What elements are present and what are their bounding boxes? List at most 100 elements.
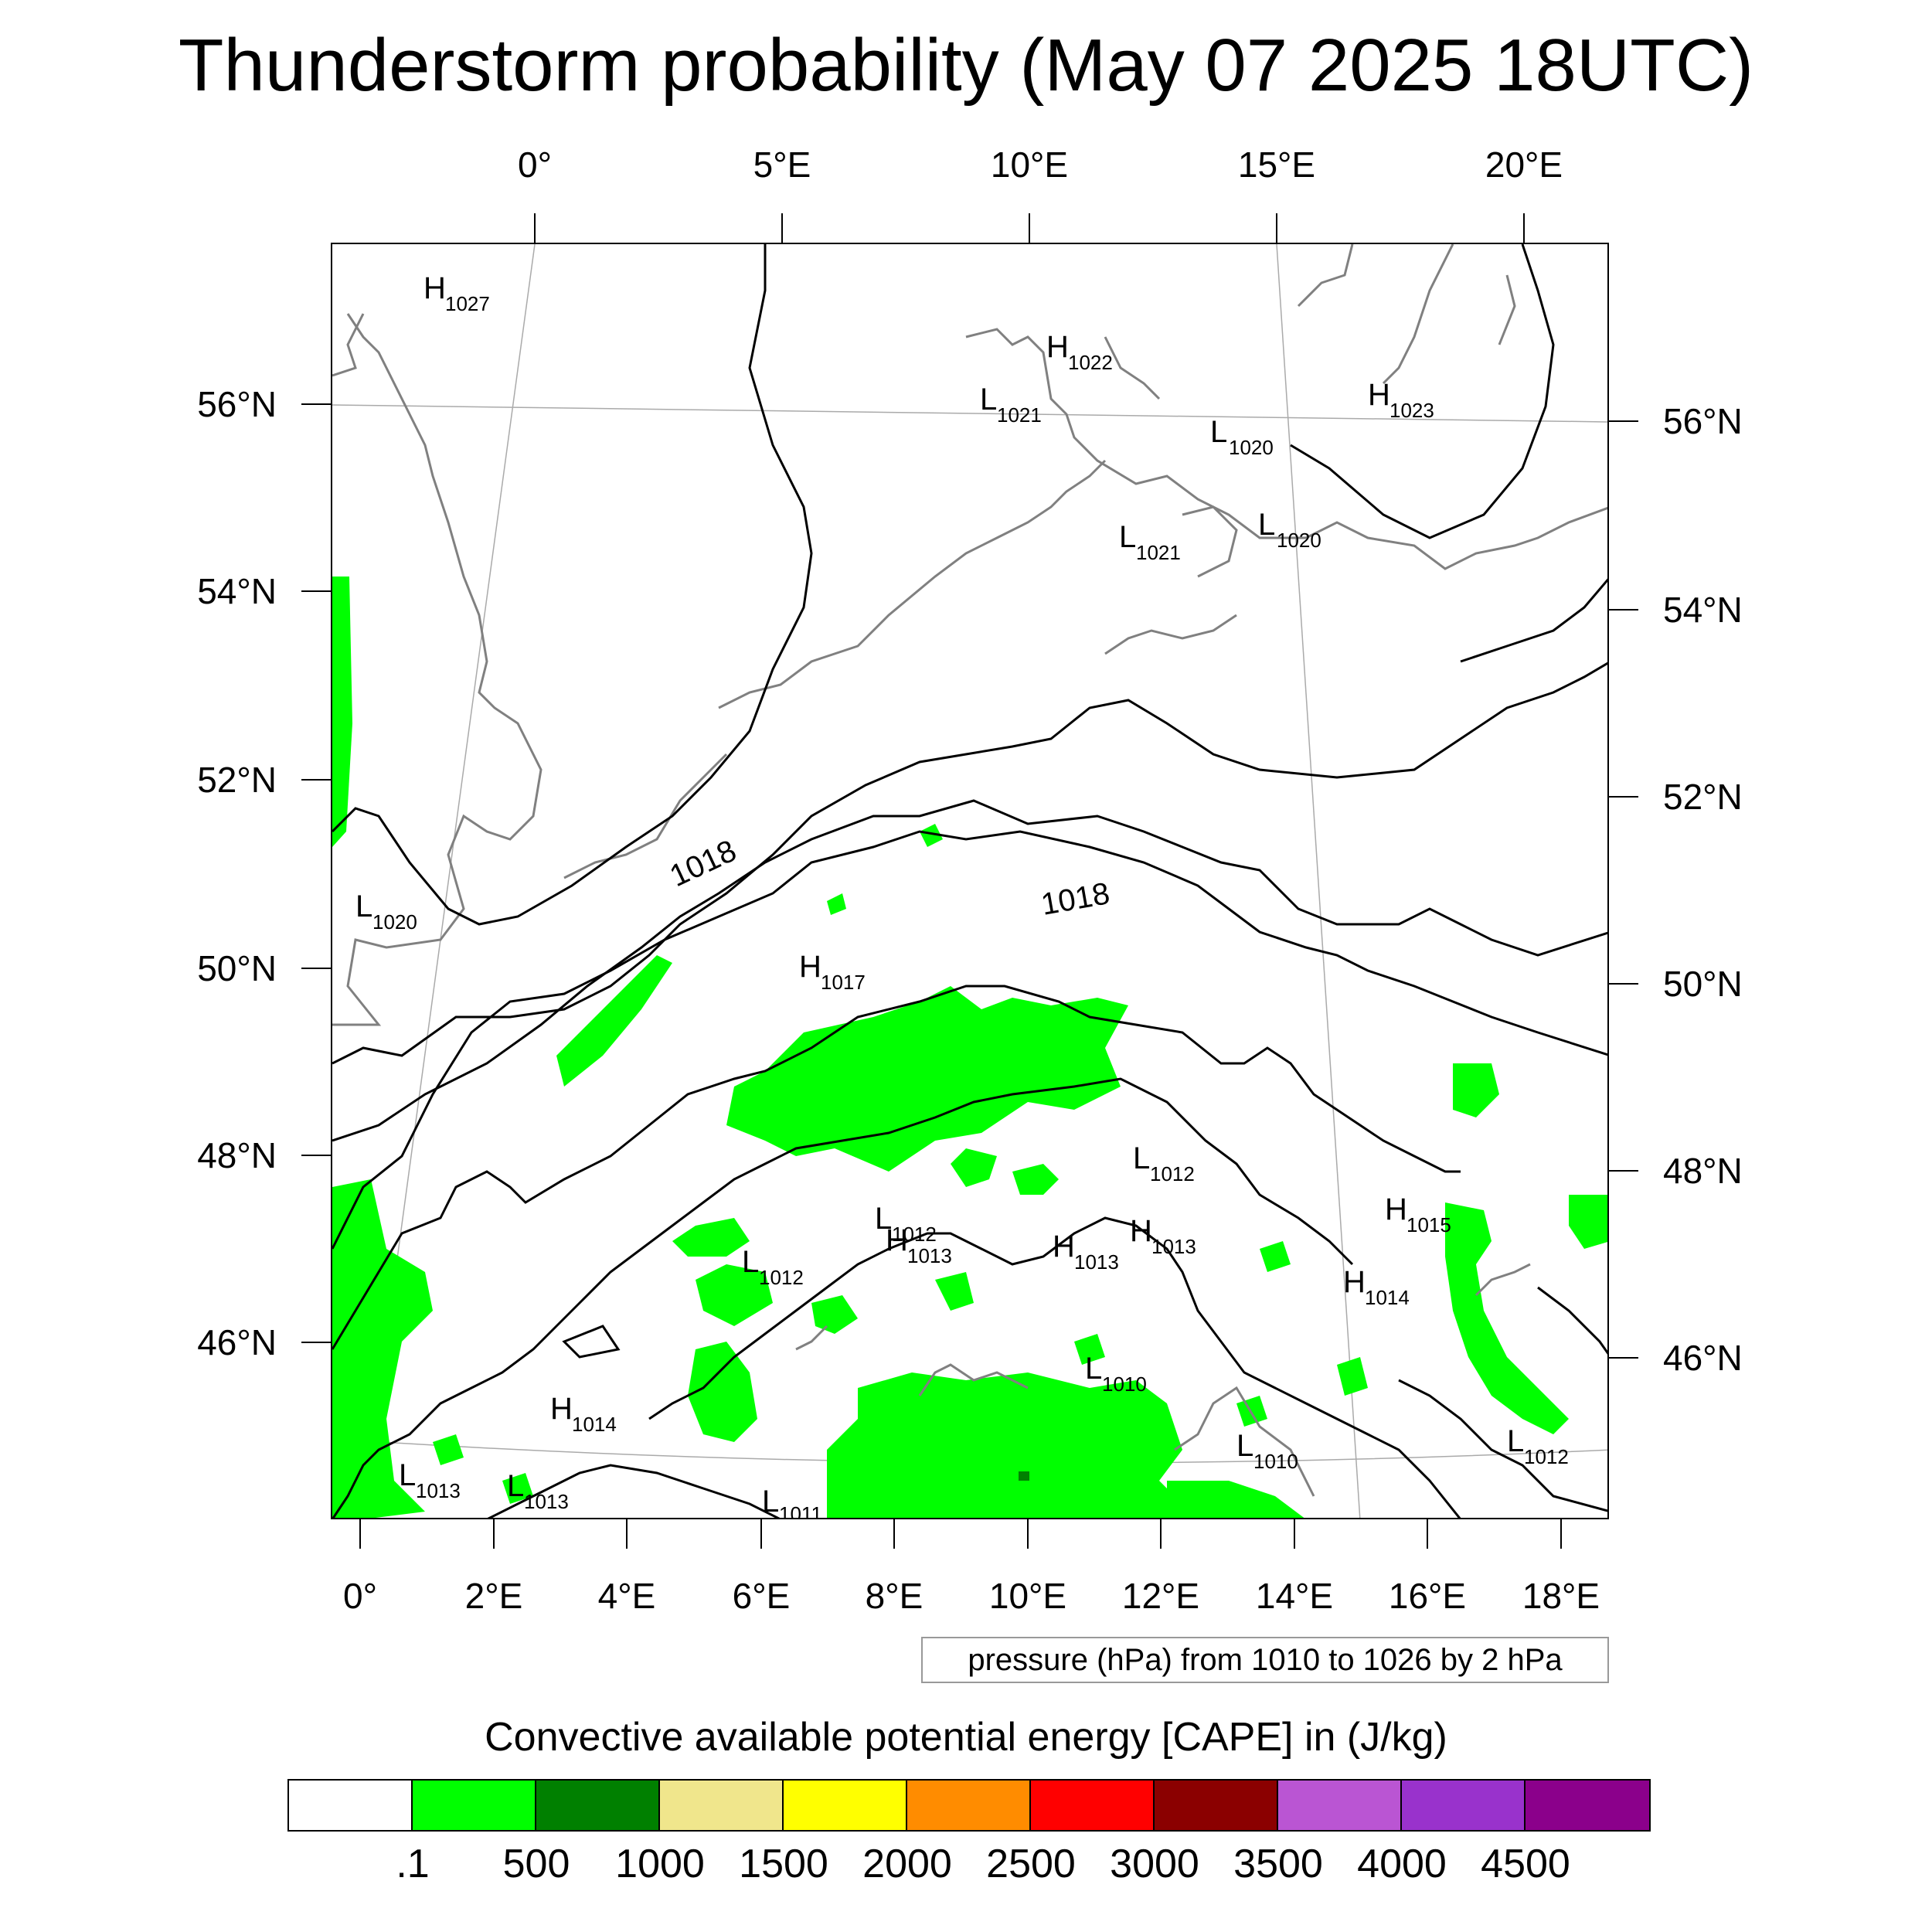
colorbar-label-3: 1500 — [739, 1842, 828, 1886]
colorbar-swatch-8 — [1278, 1781, 1402, 1830]
pressure-center-letter: L — [1085, 1352, 1102, 1386]
map-canvas: 1018 1018 H 1027 H 1022 L 1021 L 1020 H 1023 … — [332, 244, 1607, 1519]
pressure-center-letter: L — [762, 1485, 779, 1519]
bottom-lon-label-8e: 8°E — [865, 1576, 923, 1616]
pressure-center-value: 1013 — [416, 1479, 461, 1502]
left-lat-label-54n: 54°N — [197, 571, 277, 611]
colorbar-label-1: 500 — [502, 1842, 570, 1886]
pressure-center-letter: L — [875, 1202, 892, 1236]
top-lon-label-0: 0° — [518, 145, 552, 185]
left-tick — [301, 1155, 331, 1156]
pressure-center-value: 1027 — [445, 292, 490, 315]
pressure-center-letter: L — [1236, 1429, 1253, 1463]
bottom-tick — [1560, 1519, 1562, 1549]
map-title: Thunderstorm probability (May 07 2025 18… — [178, 24, 1754, 107]
graticule — [332, 244, 1607, 1518]
colorbar-swatch-0 — [289, 1781, 413, 1830]
pressure-center-value: 1012 — [892, 1223, 937, 1246]
pressure-center-value: 1017 — [821, 971, 866, 994]
colorbar-label-8: 4000 — [1357, 1842, 1447, 1886]
coastline — [332, 244, 1607, 1497]
pressure-center-letter: L — [1210, 415, 1227, 449]
right-tick — [1609, 420, 1638, 422]
pressure-center-letter: H — [1343, 1265, 1366, 1299]
pressure-center-value: 1013 — [907, 1244, 952, 1267]
left-lat-label-56n: 56°N — [197, 384, 277, 424]
top-tick — [1523, 213, 1525, 243]
left-tick — [301, 403, 331, 405]
bottom-lon-label-18e: 18°E — [1522, 1576, 1600, 1616]
pressure-center-value: 1014 — [1365, 1286, 1410, 1309]
colorbar-swatch-5 — [907, 1781, 1031, 1830]
bottom-tick — [626, 1519, 628, 1549]
bottom-lon-label-6e: 6°E — [732, 1576, 791, 1616]
pressure-info-box: pressure (hPa) from 1010 to 1026 by 2 hP… — [921, 1637, 1609, 1683]
pressure-center-value: 1014 — [572, 1413, 617, 1436]
bottom-lon-label-14e: 14°E — [1255, 1576, 1334, 1616]
colorbar-label-5: 2500 — [986, 1842, 1076, 1886]
right-lat-label-46n: 46°N — [1663, 1338, 1743, 1378]
pressure-center-value: 1022 — [1068, 351, 1113, 374]
colorbar-label-2: 1000 — [615, 1842, 705, 1886]
pressure-center-value: 1020 — [1277, 529, 1321, 552]
colorbar-swatch-2 — [536, 1781, 660, 1830]
right-lat-label-48n: 48°N — [1663, 1151, 1743, 1191]
pressure-center-letter: H — [1385, 1192, 1407, 1226]
bottom-lon-label-0: 0° — [343, 1576, 377, 1616]
right-lat-label-52n: 52°N — [1663, 777, 1743, 817]
bottom-tick — [893, 1519, 895, 1549]
pressure-center-letter: H — [1053, 1230, 1075, 1264]
colorbar-swatch-6 — [1031, 1781, 1155, 1830]
pressure-center-letter: L — [1119, 520, 1136, 554]
pressure-center-value: 1011 — [779, 1502, 822, 1519]
bottom-tick — [493, 1519, 495, 1549]
pressure-center-value: 1021 — [1136, 541, 1181, 564]
right-tick — [1609, 796, 1638, 798]
right-tick — [1609, 1357, 1638, 1359]
isobars — [332, 244, 1607, 1518]
colorbar-title: Convective available potential energy [C… — [485, 1715, 1447, 1760]
pressure-center-value: 1010 — [1253, 1450, 1298, 1473]
left-lat-label-52n: 52°N — [197, 760, 277, 800]
colorbar-swatch-10 — [1526, 1781, 1649, 1830]
pressure-center-letter: H — [799, 950, 821, 984]
bottom-lon-label-4e: 4°E — [597, 1576, 656, 1616]
pressure-center-letter: H — [550, 1392, 573, 1426]
pressure-center-letter: L — [742, 1245, 759, 1279]
right-tick — [1609, 1170, 1638, 1172]
pressure-center-value: 1023 — [1389, 399, 1434, 422]
colorbar-swatch-3 — [660, 1781, 784, 1830]
pressure-center-letter: L — [1258, 508, 1275, 542]
pressure-center-value: 1013 — [1151, 1235, 1196, 1258]
right-tick — [1609, 983, 1638, 985]
top-lon-label-10e: 10°E — [990, 145, 1069, 185]
pressure-center-letter: H — [1368, 378, 1390, 412]
pressure-center-letter: L — [1133, 1141, 1150, 1175]
right-tick — [1609, 609, 1638, 611]
pressure-center-value: 1020 — [1229, 436, 1274, 459]
pressure-center-value: 1010 — [1102, 1372, 1147, 1396]
colorbar-label-4: 2000 — [862, 1842, 952, 1886]
colorbar-swatch-4 — [784, 1781, 907, 1830]
pressure-center-value: 1012 — [759, 1266, 804, 1289]
pressure-center-value: 1012 — [1524, 1445, 1569, 1468]
bottom-tick — [760, 1519, 762, 1549]
right-lat-label-50n: 50°N — [1663, 964, 1743, 1004]
left-lat-label-48n: 48°N — [197, 1135, 277, 1175]
pressure-center-letter: H — [1046, 330, 1069, 364]
bottom-tick — [1427, 1519, 1428, 1549]
top-tick — [534, 213, 536, 243]
contour-label-1018-east: 1018 — [1039, 876, 1112, 922]
top-lon-label-15e: 15°E — [1237, 145, 1316, 185]
bottom-lon-label-16e: 16°E — [1388, 1576, 1467, 1616]
pressure-center-letter: H — [423, 271, 446, 305]
pressure-center-letter: L — [399, 1458, 416, 1492]
bottom-lon-label-2e: 2°E — [464, 1576, 523, 1616]
pressure-center-value: 1013 — [524, 1490, 569, 1513]
bottom-lon-label-12e: 12°E — [1121, 1576, 1200, 1616]
left-lat-label-50n: 50°N — [197, 948, 277, 988]
colorbar-swatch-9 — [1402, 1781, 1526, 1830]
map-frame: 1018 1018 H 1027 H 1022 L 1021 L 1020 H 1023 … — [331, 243, 1609, 1519]
colorbar-label-7: 3500 — [1233, 1842, 1323, 1886]
left-lat-label-46n: 46°N — [197, 1322, 277, 1362]
